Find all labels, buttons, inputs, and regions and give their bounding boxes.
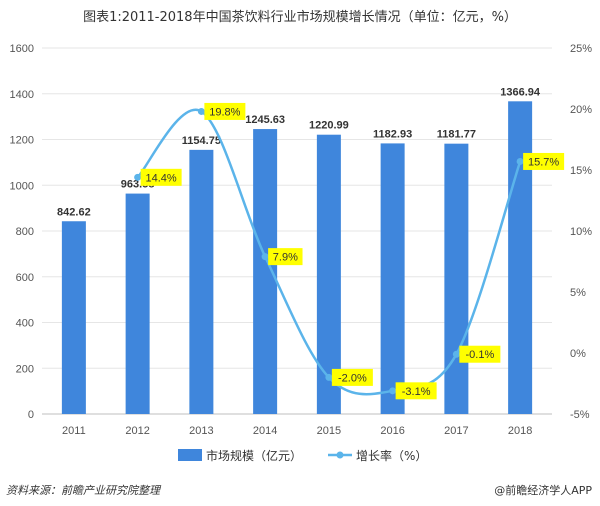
x-tick-label: 2014 <box>253 425 277 437</box>
source-note: 资料来源：前瞻产业研究院整理 <box>6 484 160 497</box>
y-left-tick-label: 200 <box>16 363 34 375</box>
bar-2014[interactable] <box>253 129 278 414</box>
rate-label-box <box>331 368 373 386</box>
rate-point-2015[interactable] <box>325 373 333 381</box>
bar-2018[interactable] <box>508 101 533 415</box>
rate-value-label: -2.0% <box>338 372 367 384</box>
bar-2013[interactable] <box>189 149 214 414</box>
y-right-tick-label: 15% <box>570 165 592 177</box>
rate-value-label: 15.7% <box>528 156 559 168</box>
legend-bar-label: 市场规模（亿元） <box>206 448 302 463</box>
legend-bar-swatch <box>178 449 202 461</box>
rate-value-label: -3.1% <box>402 386 431 398</box>
y-left-tick-label: 600 <box>16 272 34 284</box>
bar-2017[interactable] <box>444 143 469 414</box>
rate-point-2017[interactable] <box>452 350 460 358</box>
y-right-tick-label: 5% <box>570 287 586 299</box>
bar-value-label: 1245.63 <box>245 114 285 126</box>
y-right-tick-label: 25% <box>570 43 592 55</box>
rate-label-box <box>204 102 246 120</box>
rate-value-label: -0.1% <box>466 349 495 361</box>
rate-value-label: 14.4% <box>146 172 177 184</box>
y-left-tick-label: 400 <box>16 318 34 330</box>
y-left-tick-label: 1200 <box>10 135 34 147</box>
rate-value-label: 7.9% <box>273 252 298 264</box>
rate-point-2013[interactable] <box>197 107 205 115</box>
bar-value-label: 1154.75 <box>182 135 221 147</box>
y-right-tick-label: 20% <box>570 104 592 116</box>
rate-value-label: 19.8% <box>209 106 240 118</box>
x-tick-label: 2018 <box>508 425 532 437</box>
x-tick-label: 2016 <box>380 425 404 437</box>
chart-title: 图表1:2011-2018年中国茶饮料行业市场规模增长情况（单位：亿元，%） <box>83 10 517 25</box>
x-tick-label: 2017 <box>444 425 468 437</box>
y-right-tick-label: -5% <box>570 409 590 421</box>
rate-label-box <box>140 168 182 186</box>
y-left-tick-label: 1000 <box>10 180 34 192</box>
bar-value-label: 1182.93 <box>373 128 412 140</box>
brand-credit: @前瞻经济学人APP <box>494 484 592 497</box>
rate-point-2012[interactable] <box>134 173 142 181</box>
legend-line-marker <box>336 451 344 459</box>
y-left-tick-label: 0 <box>28 409 34 421</box>
rate-label-box <box>268 248 303 266</box>
bar-value-label: 1181.77 <box>437 129 476 141</box>
bar-value-label: 1220.99 <box>309 120 349 132</box>
rate-label-box <box>395 382 437 400</box>
bar-value-label: 842.62 <box>57 206 91 218</box>
bar-2012[interactable] <box>125 193 150 414</box>
bar-2016[interactable] <box>380 143 405 414</box>
y-left-tick-label: 800 <box>16 226 34 238</box>
x-tick-label: 2011 <box>62 425 86 437</box>
rate-point-2016[interactable] <box>389 387 397 395</box>
y-left-tick-label: 1400 <box>10 89 34 101</box>
rate-label-box <box>523 152 565 170</box>
bar-2011[interactable] <box>61 221 86 414</box>
rate-point-2014[interactable] <box>261 253 269 261</box>
rate-label-box <box>459 345 501 363</box>
x-tick-label: 2013 <box>189 425 213 437</box>
bar-value-label: 1366.94 <box>500 86 541 98</box>
x-tick-label: 2012 <box>125 425 149 437</box>
legend-line-label: 增长率（%） <box>356 448 427 463</box>
rate-point-2018[interactable] <box>516 157 524 165</box>
y-right-tick-label: 10% <box>570 226 592 238</box>
y-left-tick-label: 1600 <box>10 43 34 55</box>
y-right-tick-label: 0% <box>570 348 586 360</box>
x-tick-label: 2015 <box>317 425 341 437</box>
